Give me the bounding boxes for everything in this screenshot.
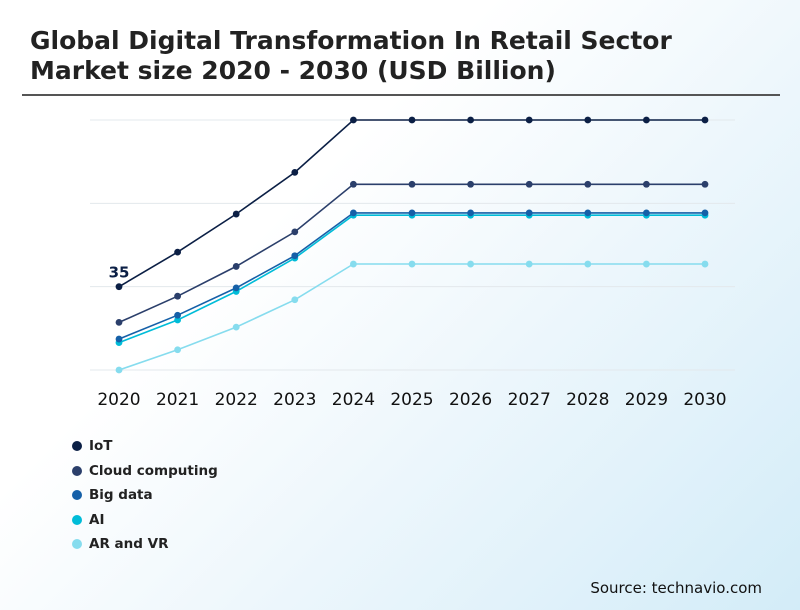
legend-label: Cloud computing [89, 462, 218, 479]
data-point [174, 346, 182, 354]
data-point [174, 316, 182, 324]
legend-marker-icon [72, 539, 82, 550]
x-tick-label: 2023 [273, 390, 316, 410]
legend-item[interactable]: AI [72, 508, 218, 533]
data-point [232, 323, 240, 331]
x-tick-label: 2027 [508, 390, 551, 410]
data-point [584, 116, 592, 124]
legend-item[interactable]: Cloud computing [72, 459, 218, 484]
data-point [350, 260, 357, 268]
source-credit: Source: technavio.com [590, 579, 762, 597]
legend-marker-icon [72, 465, 82, 476]
legend-marker-icon [72, 514, 82, 525]
data-point [701, 260, 709, 268]
data-point [701, 180, 709, 188]
data-point [408, 260, 416, 268]
data-point [291, 228, 299, 236]
data-point [115, 283, 123, 291]
data-point [701, 116, 709, 124]
x-tick-label: 2022 [215, 390, 258, 410]
data-point [584, 180, 592, 188]
data-point [174, 292, 182, 300]
data-point [584, 260, 592, 268]
data-point [291, 168, 299, 176]
data-point [291, 296, 299, 304]
data-point [291, 252, 299, 260]
data-point [174, 248, 182, 256]
data-point [701, 209, 709, 217]
data-point [350, 180, 357, 188]
x-tick-label: 2025 [390, 390, 433, 410]
legend-item[interactable]: Big data [72, 483, 218, 508]
data-point [350, 209, 357, 217]
chart-legend: IoT Cloud computing Big data AI AR and V… [72, 434, 218, 557]
data-point [525, 260, 533, 268]
legend-marker-icon [72, 441, 82, 452]
data-point [643, 260, 650, 268]
x-tick-label: 2029 [625, 390, 668, 410]
data-point [232, 284, 240, 292]
x-tick-label: 2030 [683, 390, 726, 410]
x-tick-label: 2021 [156, 390, 199, 410]
x-tick-label: 2026 [449, 390, 492, 410]
data-point [408, 116, 416, 124]
data-point [643, 116, 650, 124]
data-point [408, 180, 416, 188]
data-point [115, 335, 123, 343]
legend-label: IoT [89, 438, 113, 455]
data-point [350, 116, 357, 124]
series-line [118, 212, 705, 340]
data-point [232, 210, 240, 218]
data-point [467, 116, 474, 124]
legend-label: AI [89, 511, 105, 528]
data-point [643, 180, 650, 188]
data-point [525, 209, 533, 217]
data-point [232, 263, 240, 270]
legend-item[interactable]: AR and VR [72, 532, 218, 557]
legend-marker-icon [72, 490, 82, 501]
title-divider [22, 94, 780, 96]
data-point [115, 366, 123, 374]
legend-item[interactable]: IoT [72, 434, 218, 459]
data-point [467, 260, 474, 268]
line-chart: 2020 2021 2022 2023 2024 2025 2026 2027 2028 2029… [90, 116, 735, 410]
legend-label: Big data [89, 487, 153, 504]
series-line [118, 263, 705, 371]
series-line [118, 214, 705, 344]
chart-title: Global Digital Transformation In Retail … [30, 26, 672, 85]
data-point [467, 180, 474, 188]
data-point [584, 209, 592, 217]
data-point [467, 209, 474, 217]
data-point [525, 116, 533, 124]
x-tick-label: 2028 [566, 390, 609, 410]
legend-label: AR and VR [89, 536, 169, 553]
data-point [525, 180, 533, 188]
data-point [643, 209, 650, 217]
x-tick-label: 2020 [97, 390, 140, 410]
data-label: 35 [109, 264, 130, 282]
x-tick-label: 2024 [332, 390, 375, 410]
data-point [115, 318, 123, 326]
data-point [408, 209, 416, 217]
data-point [174, 311, 182, 319]
